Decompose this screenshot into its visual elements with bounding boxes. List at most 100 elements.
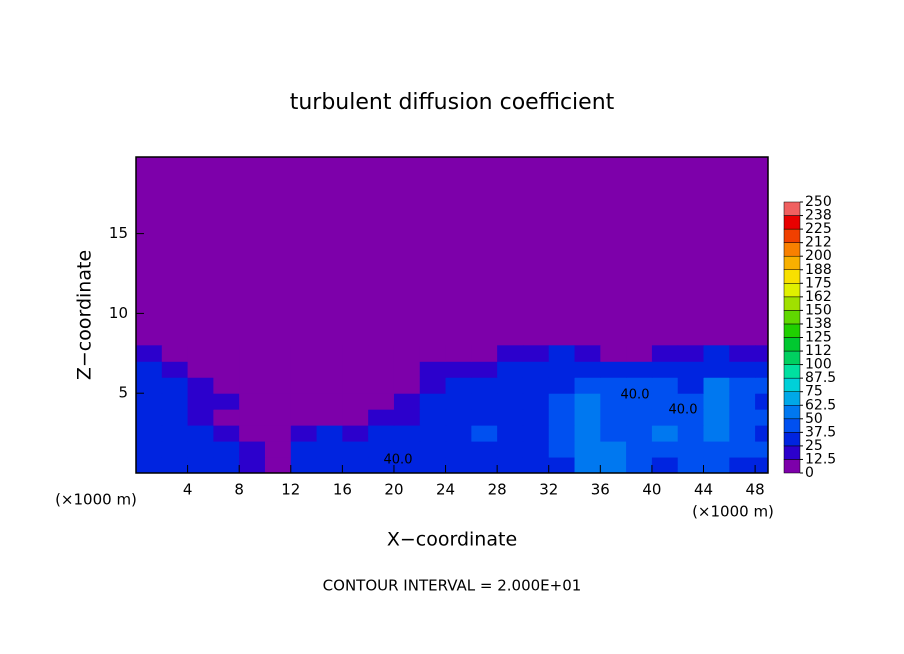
cell (368, 441, 395, 458)
x-tick-label: 8 (234, 481, 244, 499)
cell (264, 377, 292, 394)
cell (136, 377, 163, 394)
cell (393, 441, 421, 458)
cell (264, 345, 292, 362)
cell (755, 377, 768, 394)
colorbar-tick-label: 62.5 (805, 397, 836, 413)
cell (729, 393, 756, 410)
x-tick-label: 44 (694, 481, 713, 499)
cell (677, 457, 705, 473)
cell (471, 393, 498, 410)
cell (368, 345, 395, 362)
colorbar-tick-label: 87.5 (805, 370, 836, 386)
colorbar-tick-label: 138 (805, 316, 832, 332)
cell (316, 361, 343, 378)
plot-frame (135, 156, 769, 474)
cell (342, 457, 369, 473)
cell (213, 377, 240, 394)
cell (677, 361, 705, 378)
cell (548, 457, 576, 473)
cell (548, 361, 576, 378)
x-unit: (×1000 m) (692, 503, 774, 521)
cell (755, 345, 768, 362)
cell (393, 425, 421, 442)
colorbar-swatch (783, 255, 801, 271)
x-tick-label: 24 (436, 481, 455, 499)
x-tick-label: 36 (591, 481, 610, 499)
cell (316, 393, 343, 410)
cell (161, 377, 189, 394)
chart-title: turbulent diffusion coefficient (290, 90, 615, 115)
cell (677, 377, 705, 394)
cell (213, 425, 240, 442)
cell (316, 441, 343, 458)
cell (471, 409, 498, 426)
cell (136, 457, 163, 473)
colorbar-tick-label: 238 (805, 208, 832, 224)
cell (703, 457, 730, 473)
cell (522, 361, 550, 378)
colorbar-swatch (783, 215, 801, 230)
cell (497, 377, 524, 394)
cell (136, 393, 163, 410)
cell (522, 393, 550, 410)
cell (574, 393, 601, 410)
cell (729, 361, 756, 378)
cell (187, 345, 214, 362)
cell (264, 361, 292, 378)
cell (136, 425, 163, 442)
cell (651, 361, 679, 378)
colorbar-tick-label: 12.5 (805, 451, 836, 467)
cell (264, 409, 292, 426)
cell (161, 361, 189, 378)
cell (368, 425, 395, 442)
cell (703, 393, 730, 410)
cell (574, 457, 601, 473)
colorbar-swatch (783, 459, 801, 474)
cell (239, 425, 266, 442)
cell (497, 345, 524, 362)
cell (239, 361, 266, 378)
colorbar-tick-label: 200 (805, 248, 832, 264)
cell (393, 409, 421, 426)
y-tick-label: 15 (109, 224, 128, 242)
cell (264, 457, 292, 473)
cell (522, 457, 550, 473)
colorbar-swatch (783, 432, 801, 447)
cell (445, 441, 472, 458)
colorbar-swatch (783, 283, 801, 298)
cell (368, 409, 395, 426)
cell (600, 393, 627, 410)
contour-label: 40.0 (384, 453, 413, 468)
cell (187, 377, 214, 394)
colorbar-swatch (783, 337, 801, 352)
cell (290, 393, 318, 410)
colorbar-tick-label: 250 (805, 194, 832, 210)
cell (729, 377, 756, 394)
cell (574, 361, 601, 378)
x-tick-label: 40 (642, 481, 661, 499)
colorbar-swatch (783, 445, 801, 460)
cell (651, 457, 679, 473)
cell (368, 457, 395, 473)
cell (316, 409, 343, 426)
cell (497, 441, 524, 458)
cell (703, 345, 730, 362)
cell (239, 345, 266, 362)
cell (316, 425, 343, 442)
cell (290, 345, 318, 362)
cell (161, 425, 189, 442)
colorbar-swatch (783, 310, 801, 325)
colorbar-swatch (783, 228, 801, 243)
cell (600, 441, 627, 458)
colorbar-tick-label: 212 (805, 235, 832, 251)
cell (342, 441, 369, 458)
cell (161, 441, 189, 458)
cell (703, 425, 730, 442)
x-tick-label: 20 (384, 481, 403, 499)
cell (290, 425, 318, 442)
colorbar-tick-label: 100 (805, 357, 832, 373)
colorbar-swatch (783, 323, 801, 338)
cell (471, 361, 498, 378)
colorbar-tick-label: 50 (805, 411, 823, 427)
